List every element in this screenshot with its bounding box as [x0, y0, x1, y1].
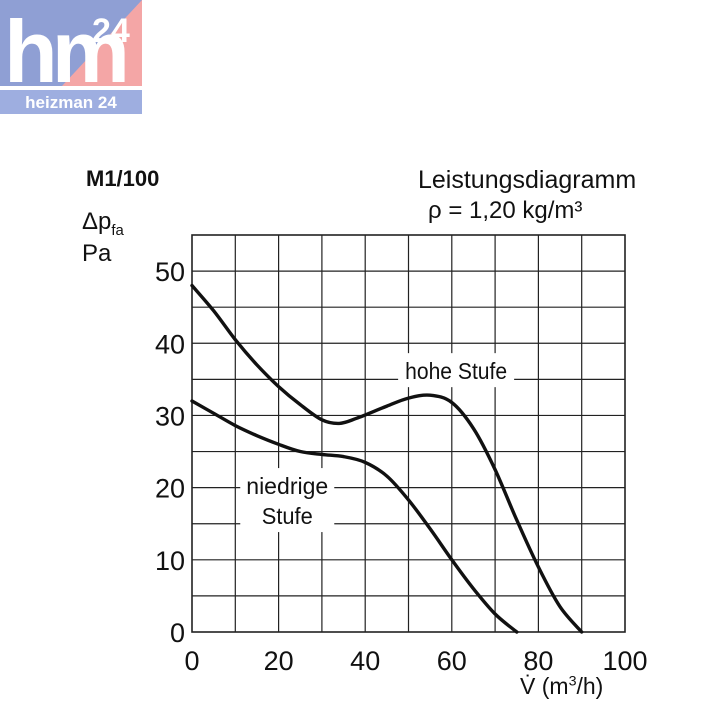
y-tick-label: 10 [155, 546, 185, 576]
model-name: M1/100 [86, 166, 160, 191]
logo-mark: hm [4, 2, 125, 101]
y-tick-label: 40 [155, 329, 185, 359]
series-label-background [398, 353, 515, 388]
x-axis-unit-exponent: 3 [568, 673, 577, 690]
x-tick-label: 80 [523, 646, 553, 676]
y-tick-label: 0 [170, 618, 185, 648]
series-label-niedrige-stufe: Stufe [262, 503, 313, 529]
y-axis-unit: Pa [82, 240, 112, 267]
x-tick-label: 40 [350, 646, 380, 676]
chart-tick-labels: 0 20 40 60 80 100 0 10 20 30 40 50 [155, 257, 648, 676]
series-line-niedrige-stufe [190, 399, 519, 634]
y-tick-label: 50 [155, 257, 185, 287]
series-label-background [240, 468, 335, 533]
x-tick-label: 20 [264, 646, 294, 676]
y-tick-label: 20 [155, 474, 185, 504]
y-tick-label: 30 [155, 401, 185, 431]
series-line-hohe-stufe [190, 283, 584, 634]
series-label-hohe-stufe: hohe Stufe [405, 358, 507, 384]
chart-subtitle: ρ = 1,20 kg/m³ [428, 197, 583, 224]
chart-series [190, 283, 584, 634]
x-tick-label: 100 [602, 646, 647, 676]
chart-title: Leistungsdiagramm [418, 166, 637, 194]
logo-caption: heizman 24 [25, 93, 117, 112]
series-label-niedrige-stufe: niedrige [246, 473, 328, 499]
chart-series-labels: hohe Stufe niedrige Stufe [240, 353, 515, 533]
heizman24-logo: hm 24 heizman 24 [0, 0, 142, 114]
logo-badge: 24 [92, 12, 130, 50]
x-axis-unit-prefix: (m [541, 673, 569, 699]
x-axis-symbol: V̇ [520, 673, 536, 699]
chart-grid [191, 234, 626, 633]
x-tick-label: 0 [184, 646, 199, 676]
x-axis-label: V̇ (m3/h) [520, 673, 603, 700]
x-tick-label: 60 [437, 646, 467, 676]
y-axis-label: Δpfa [82, 208, 124, 239]
x-axis-unit-suffix: /h) [576, 673, 604, 699]
y-axis-symbol: Δp [82, 208, 112, 235]
y-axis-subscript: fa [111, 222, 124, 239]
